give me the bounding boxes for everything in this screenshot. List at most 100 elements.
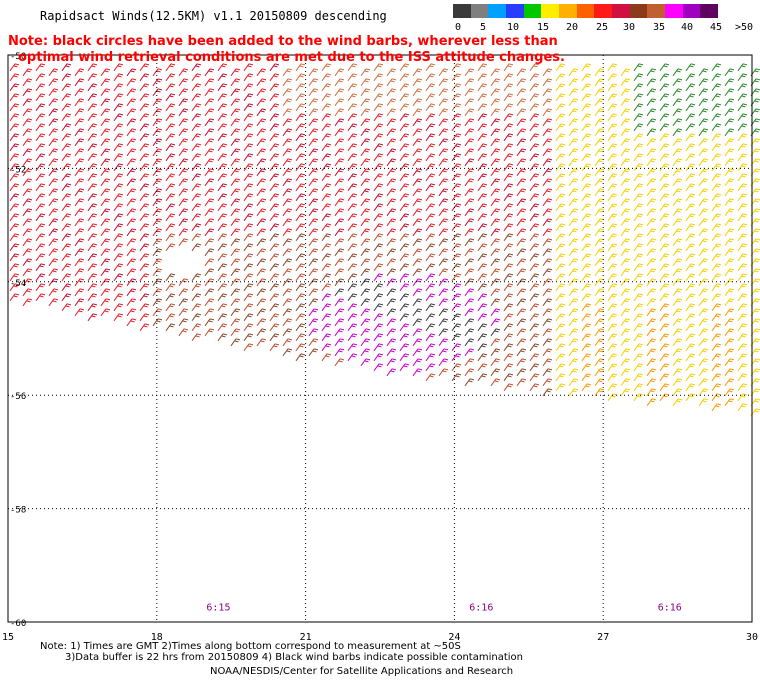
wind-barb xyxy=(477,133,488,142)
wind-barb xyxy=(308,158,319,167)
wind-barb xyxy=(321,323,332,332)
wind-barb xyxy=(178,238,189,247)
wind-barb xyxy=(191,233,202,242)
wind-barb xyxy=(100,78,111,87)
wind-barb xyxy=(139,143,150,152)
wind-barb xyxy=(594,68,605,77)
wind-barb xyxy=(269,93,280,102)
wind-barb xyxy=(737,323,748,332)
wind-barb xyxy=(516,188,527,197)
wind-barb xyxy=(386,348,397,357)
wind-barb xyxy=(360,88,371,97)
wind-barb xyxy=(503,233,514,242)
wind-barb xyxy=(451,343,462,352)
wind-barb xyxy=(269,223,280,232)
wind-barb xyxy=(48,288,59,297)
wind-barb xyxy=(698,368,709,377)
wind-barb xyxy=(386,278,397,287)
wind-barb xyxy=(529,213,540,222)
wind-barb xyxy=(113,143,124,152)
wind-barb xyxy=(451,173,462,182)
wind-barb xyxy=(529,143,540,152)
wind-barb xyxy=(35,233,46,242)
wind-barb xyxy=(386,228,397,237)
wind-barb xyxy=(113,163,124,172)
wind-barb xyxy=(646,328,657,337)
wind-barb xyxy=(516,348,527,357)
wind-barb xyxy=(490,228,501,237)
wind-barb xyxy=(360,118,371,127)
colorbar-swatch xyxy=(470,4,489,18)
wind-barb xyxy=(256,228,267,237)
wind-barb xyxy=(724,238,735,247)
wind-barb xyxy=(321,73,332,82)
wind-barb xyxy=(126,198,137,207)
wind-barb xyxy=(646,368,657,377)
wind-barb xyxy=(711,163,722,172)
wind-barb xyxy=(152,118,163,127)
wind-barb xyxy=(542,168,553,177)
wind-barb xyxy=(672,388,683,397)
wind-barb xyxy=(685,73,696,82)
wind-barb xyxy=(425,363,436,372)
wind-barb xyxy=(87,143,98,152)
wind-barb xyxy=(152,158,163,167)
wind-barb xyxy=(61,123,72,132)
wind-barb xyxy=(178,118,189,127)
wind-barb xyxy=(568,368,579,377)
wind-barb xyxy=(555,203,566,212)
wind-barb xyxy=(282,98,293,107)
wind-barb xyxy=(282,328,293,337)
wind-barb xyxy=(477,163,488,172)
wind-barb xyxy=(711,313,722,322)
wind-barb xyxy=(204,268,215,277)
wind-barb xyxy=(594,318,605,327)
wind-barb xyxy=(256,218,267,227)
wind-barb xyxy=(555,123,566,132)
wind-barb xyxy=(48,258,59,267)
wind-barb xyxy=(633,133,644,142)
wind-barb xyxy=(100,278,111,287)
wind-barb xyxy=(126,228,137,237)
wind-barb xyxy=(399,203,410,212)
wind-barb xyxy=(139,113,150,122)
wind-barb xyxy=(633,233,644,242)
wind-barb xyxy=(230,328,241,337)
wind-barb xyxy=(48,188,59,197)
wind-barb xyxy=(685,253,696,262)
wind-barb xyxy=(100,248,111,257)
wind-barb xyxy=(321,183,332,192)
wind-barb xyxy=(230,168,241,177)
wind-barb xyxy=(321,263,332,272)
wind-barb xyxy=(451,213,462,222)
wind-barb xyxy=(399,143,410,152)
wind-barb xyxy=(74,188,85,197)
wind-barb xyxy=(698,168,709,177)
wind-barb xyxy=(425,323,436,332)
axis-tick-labels: 15 18 21 24 27 30-50-52-54-56-58-60 xyxy=(2,52,758,643)
wind-barb xyxy=(399,123,410,132)
wind-barb xyxy=(425,373,436,382)
wind-barb xyxy=(646,88,657,97)
wind-barb xyxy=(87,83,98,92)
wind-barb xyxy=(386,128,397,137)
wind-barb xyxy=(178,188,189,197)
wind-barb xyxy=(724,358,735,367)
wind-barb xyxy=(412,208,423,217)
wind-barb xyxy=(9,63,20,72)
wind-barb xyxy=(139,173,150,182)
wind-barb xyxy=(620,308,631,317)
wind-barb xyxy=(217,123,228,132)
wind-barb xyxy=(35,203,46,212)
wind-barb xyxy=(243,213,254,222)
wind-barb xyxy=(490,98,501,107)
wind-barb xyxy=(295,63,306,72)
wind-barb xyxy=(230,188,241,197)
wind-barb xyxy=(477,303,488,312)
wind-barb xyxy=(724,298,735,307)
wind-barb xyxy=(425,333,436,342)
wind-barb xyxy=(568,388,579,397)
wind-barb xyxy=(607,153,618,162)
wind-barb xyxy=(529,283,540,292)
wind-barb xyxy=(152,78,163,87)
